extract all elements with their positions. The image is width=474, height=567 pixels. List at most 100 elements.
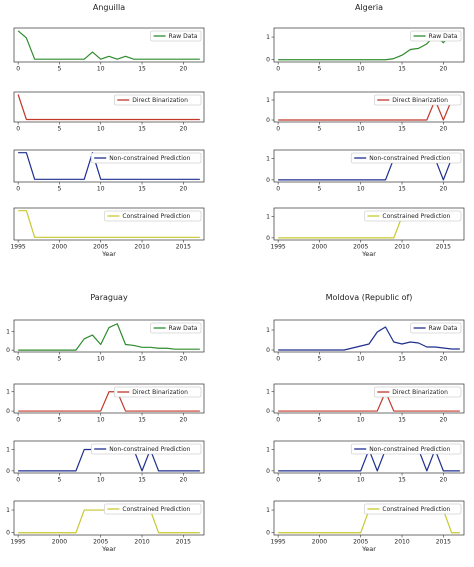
x-tick-label: 5 <box>318 126 322 133</box>
panel-1: 0 5 10 15 20 0 1 Direct Binarization <box>266 91 465 133</box>
x-tick-label: 2005 <box>353 539 368 546</box>
x-tick-label: 2005 <box>353 244 368 251</box>
x-tick-label: 2010 <box>394 244 409 251</box>
x-tick-label: 0 <box>16 477 20 484</box>
x-tick-label: 15 <box>138 477 146 484</box>
x-tick-label: 10 <box>97 66 105 73</box>
x-tick-label: 2015 <box>436 244 451 251</box>
x-tick-label: 1995 <box>10 244 25 251</box>
y-tick-label: 0 <box>6 408 10 415</box>
legend-label: Raw Data <box>169 33 198 40</box>
x-tick-label: 20 <box>440 356 448 363</box>
legend: Non-constrained Prediction <box>350 152 462 164</box>
y-tick-label: 0 <box>266 57 270 64</box>
y-tick-label: 1 <box>6 507 10 514</box>
x-tick-label: 2010 <box>394 539 409 546</box>
x-tick-label: 1995 <box>10 539 25 546</box>
x-tick-label: 15 <box>138 186 146 193</box>
legend: Raw Data <box>150 30 202 42</box>
panel-frame <box>273 383 465 414</box>
x-tick-label: 10 <box>97 417 105 424</box>
legend-box <box>374 94 462 106</box>
y-tick-label: 1 <box>266 214 270 221</box>
panel-frame <box>13 27 205 63</box>
x-tick-label: 0 <box>16 356 20 363</box>
x-tick-label: 10 <box>357 186 365 193</box>
legend: Raw Data <box>410 322 462 334</box>
chart-title: Moldova (Republic of) <box>326 293 413 302</box>
x-tick-label: 10 <box>97 186 105 193</box>
x-tick-label: 5 <box>318 66 322 73</box>
x-tick-label: 0 <box>16 126 20 133</box>
y-tick-label: 1 <box>6 328 10 335</box>
legend-box <box>364 503 462 515</box>
y-tick-label: 1 <box>266 97 270 104</box>
x-tick-label: 15 <box>138 356 146 363</box>
panel-frame <box>13 207 205 241</box>
y-tick-label: 0 <box>266 347 270 354</box>
x-tick-label: 15 <box>398 477 406 484</box>
legend-label: Direct Binarization <box>392 97 448 104</box>
x-tick-label: 0 <box>16 417 20 424</box>
x-tick-label: 20 <box>180 477 188 484</box>
x-tick-label: 2005 <box>93 244 108 251</box>
legend-label: Non-constrained Prediction <box>369 155 450 162</box>
legend-box <box>104 210 202 222</box>
x-tick-label: 15 <box>398 126 406 133</box>
x-tick-label: 5 <box>318 356 322 363</box>
x-tick-label: 5 <box>58 356 62 363</box>
x-tick-label: 20 <box>180 417 188 424</box>
x-tick-label: 5 <box>58 477 62 484</box>
legend-label: Non-constrained Prediction <box>109 446 190 453</box>
legend-box <box>350 152 462 164</box>
y-tick-label: 1 <box>266 507 270 514</box>
x-tick-label: 0 <box>276 477 280 484</box>
chart-0: Anguilla 0 5 10 15 20 Raw Data 0 5 10 15 20 Direct B… <box>10 3 205 258</box>
y-tick-label: 1 <box>266 156 270 163</box>
x-tick-label: 10 <box>357 126 365 133</box>
y-tick-label: 1 <box>266 447 270 454</box>
x-tick-label: 0 <box>16 186 20 193</box>
legend-box <box>150 322 202 334</box>
x-tick-label: 1995 <box>270 244 285 251</box>
legend-box <box>350 443 462 455</box>
panel-2: 0 5 10 15 20 0 1 Non-constrained Prediction <box>6 440 205 484</box>
legend: Raw Data <box>410 30 462 42</box>
x-tick-label: 0 <box>276 66 280 73</box>
panel-2: 0 5 10 15 20 0 1 Non-constrained Prediction <box>266 149 465 193</box>
x-tick-label: 5 <box>58 186 62 193</box>
legend-label: Non-constrained Prediction <box>109 155 190 162</box>
panel-frame <box>273 149 465 183</box>
x-tick-label: 2015 <box>436 539 451 546</box>
panel-3: 1995 2000 2005 2010 2015 0 1 Constrained Predic… <box>266 207 465 258</box>
legend-box <box>114 94 202 106</box>
x-tick-label: 5 <box>318 417 322 424</box>
legend-box <box>410 30 462 42</box>
legend-box <box>150 30 202 42</box>
legend-label: Constrained Prediction <box>382 213 450 220</box>
x-tick-label: 5 <box>58 126 62 133</box>
x-tick-label: 10 <box>97 356 105 363</box>
panel-frame <box>273 440 465 474</box>
x-tick-label: 2015 <box>176 539 191 546</box>
legend-box <box>90 443 202 455</box>
legend-box <box>410 322 462 334</box>
x-tick-label: 20 <box>440 126 448 133</box>
legend: Non-constrained Prediction <box>350 443 462 455</box>
panel-3: 1995 2000 2005 2010 2015 Constrained Predicti… <box>10 207 205 258</box>
panel-frame <box>13 91 205 123</box>
x-tick-label: 2000 <box>312 244 327 251</box>
x-tick-label: 20 <box>180 66 188 73</box>
series-line <box>18 152 200 180</box>
y-tick-label: 1 <box>266 389 270 396</box>
legend-label: Raw Data <box>429 33 458 40</box>
legend: Direct Binarization <box>374 94 462 106</box>
y-tick-label: 0 <box>6 347 10 354</box>
x-axis-label: Year <box>101 545 116 553</box>
legend-label: Constrained Prediction <box>122 506 190 513</box>
legend: Direct Binarization <box>114 386 202 398</box>
x-tick-label: 20 <box>440 66 448 73</box>
y-tick-label: 0 <box>266 235 270 242</box>
panel-frame <box>273 91 465 123</box>
